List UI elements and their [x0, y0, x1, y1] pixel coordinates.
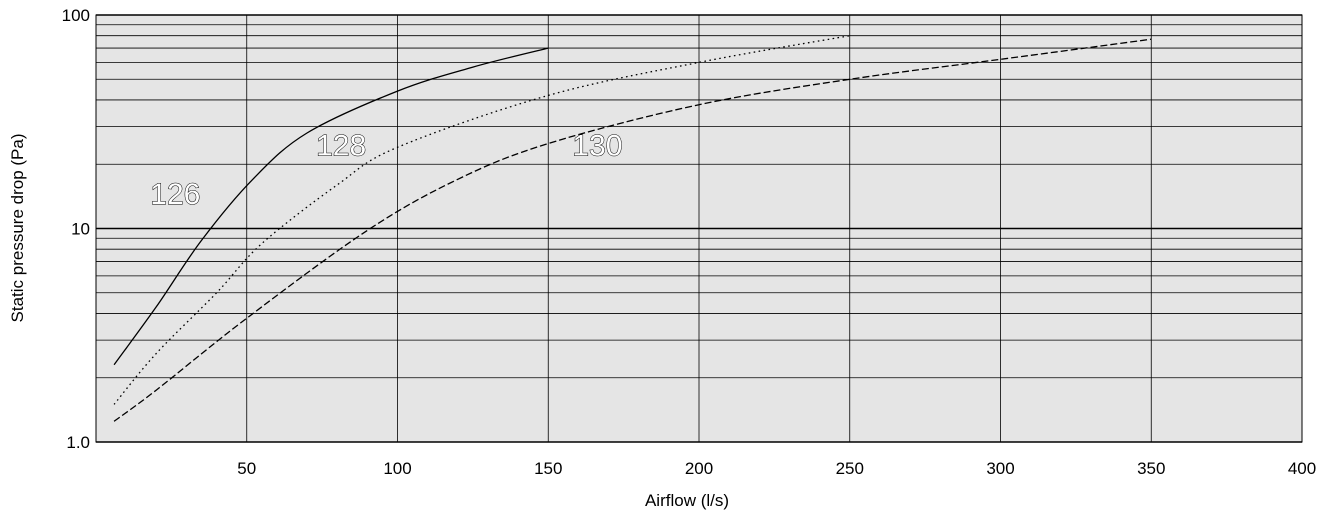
x-tick-label: 150	[534, 459, 562, 478]
y-tick-label: 1.0	[66, 433, 90, 452]
x-tick-label: 400	[1288, 459, 1316, 478]
y-tick-label: 10	[71, 220, 90, 239]
x-tick-label: 200	[685, 459, 713, 478]
series-group	[113, 35, 1152, 422]
series-label-130: 130	[572, 129, 622, 162]
x-tick-label: 50	[237, 459, 256, 478]
x-tick-label: 300	[986, 459, 1014, 478]
y-tick-labels: 1.0 10 100	[62, 6, 90, 452]
x-tick-label: 250	[836, 459, 864, 478]
plot-frame	[95, 14, 1303, 443]
grid	[96, 14, 1303, 443]
series-line-126	[113, 47, 549, 366]
series-label-128: 128	[316, 129, 366, 162]
x-tick-labels: 50 100 150 200 250 300 350 400	[237, 459, 1316, 478]
x-axis-title: Airflow (l/s)	[645, 491, 729, 510]
y-tick-label: 100	[62, 6, 90, 25]
x-tick-label: 350	[1137, 459, 1165, 478]
y-axis-title: Static pressure drop (Pa)	[8, 134, 27, 323]
x-tick-label: 100	[383, 459, 411, 478]
series-labels: 126 128 130	[150, 129, 623, 212]
series-label-126: 126	[150, 178, 200, 211]
series-line-130	[113, 38, 1152, 422]
